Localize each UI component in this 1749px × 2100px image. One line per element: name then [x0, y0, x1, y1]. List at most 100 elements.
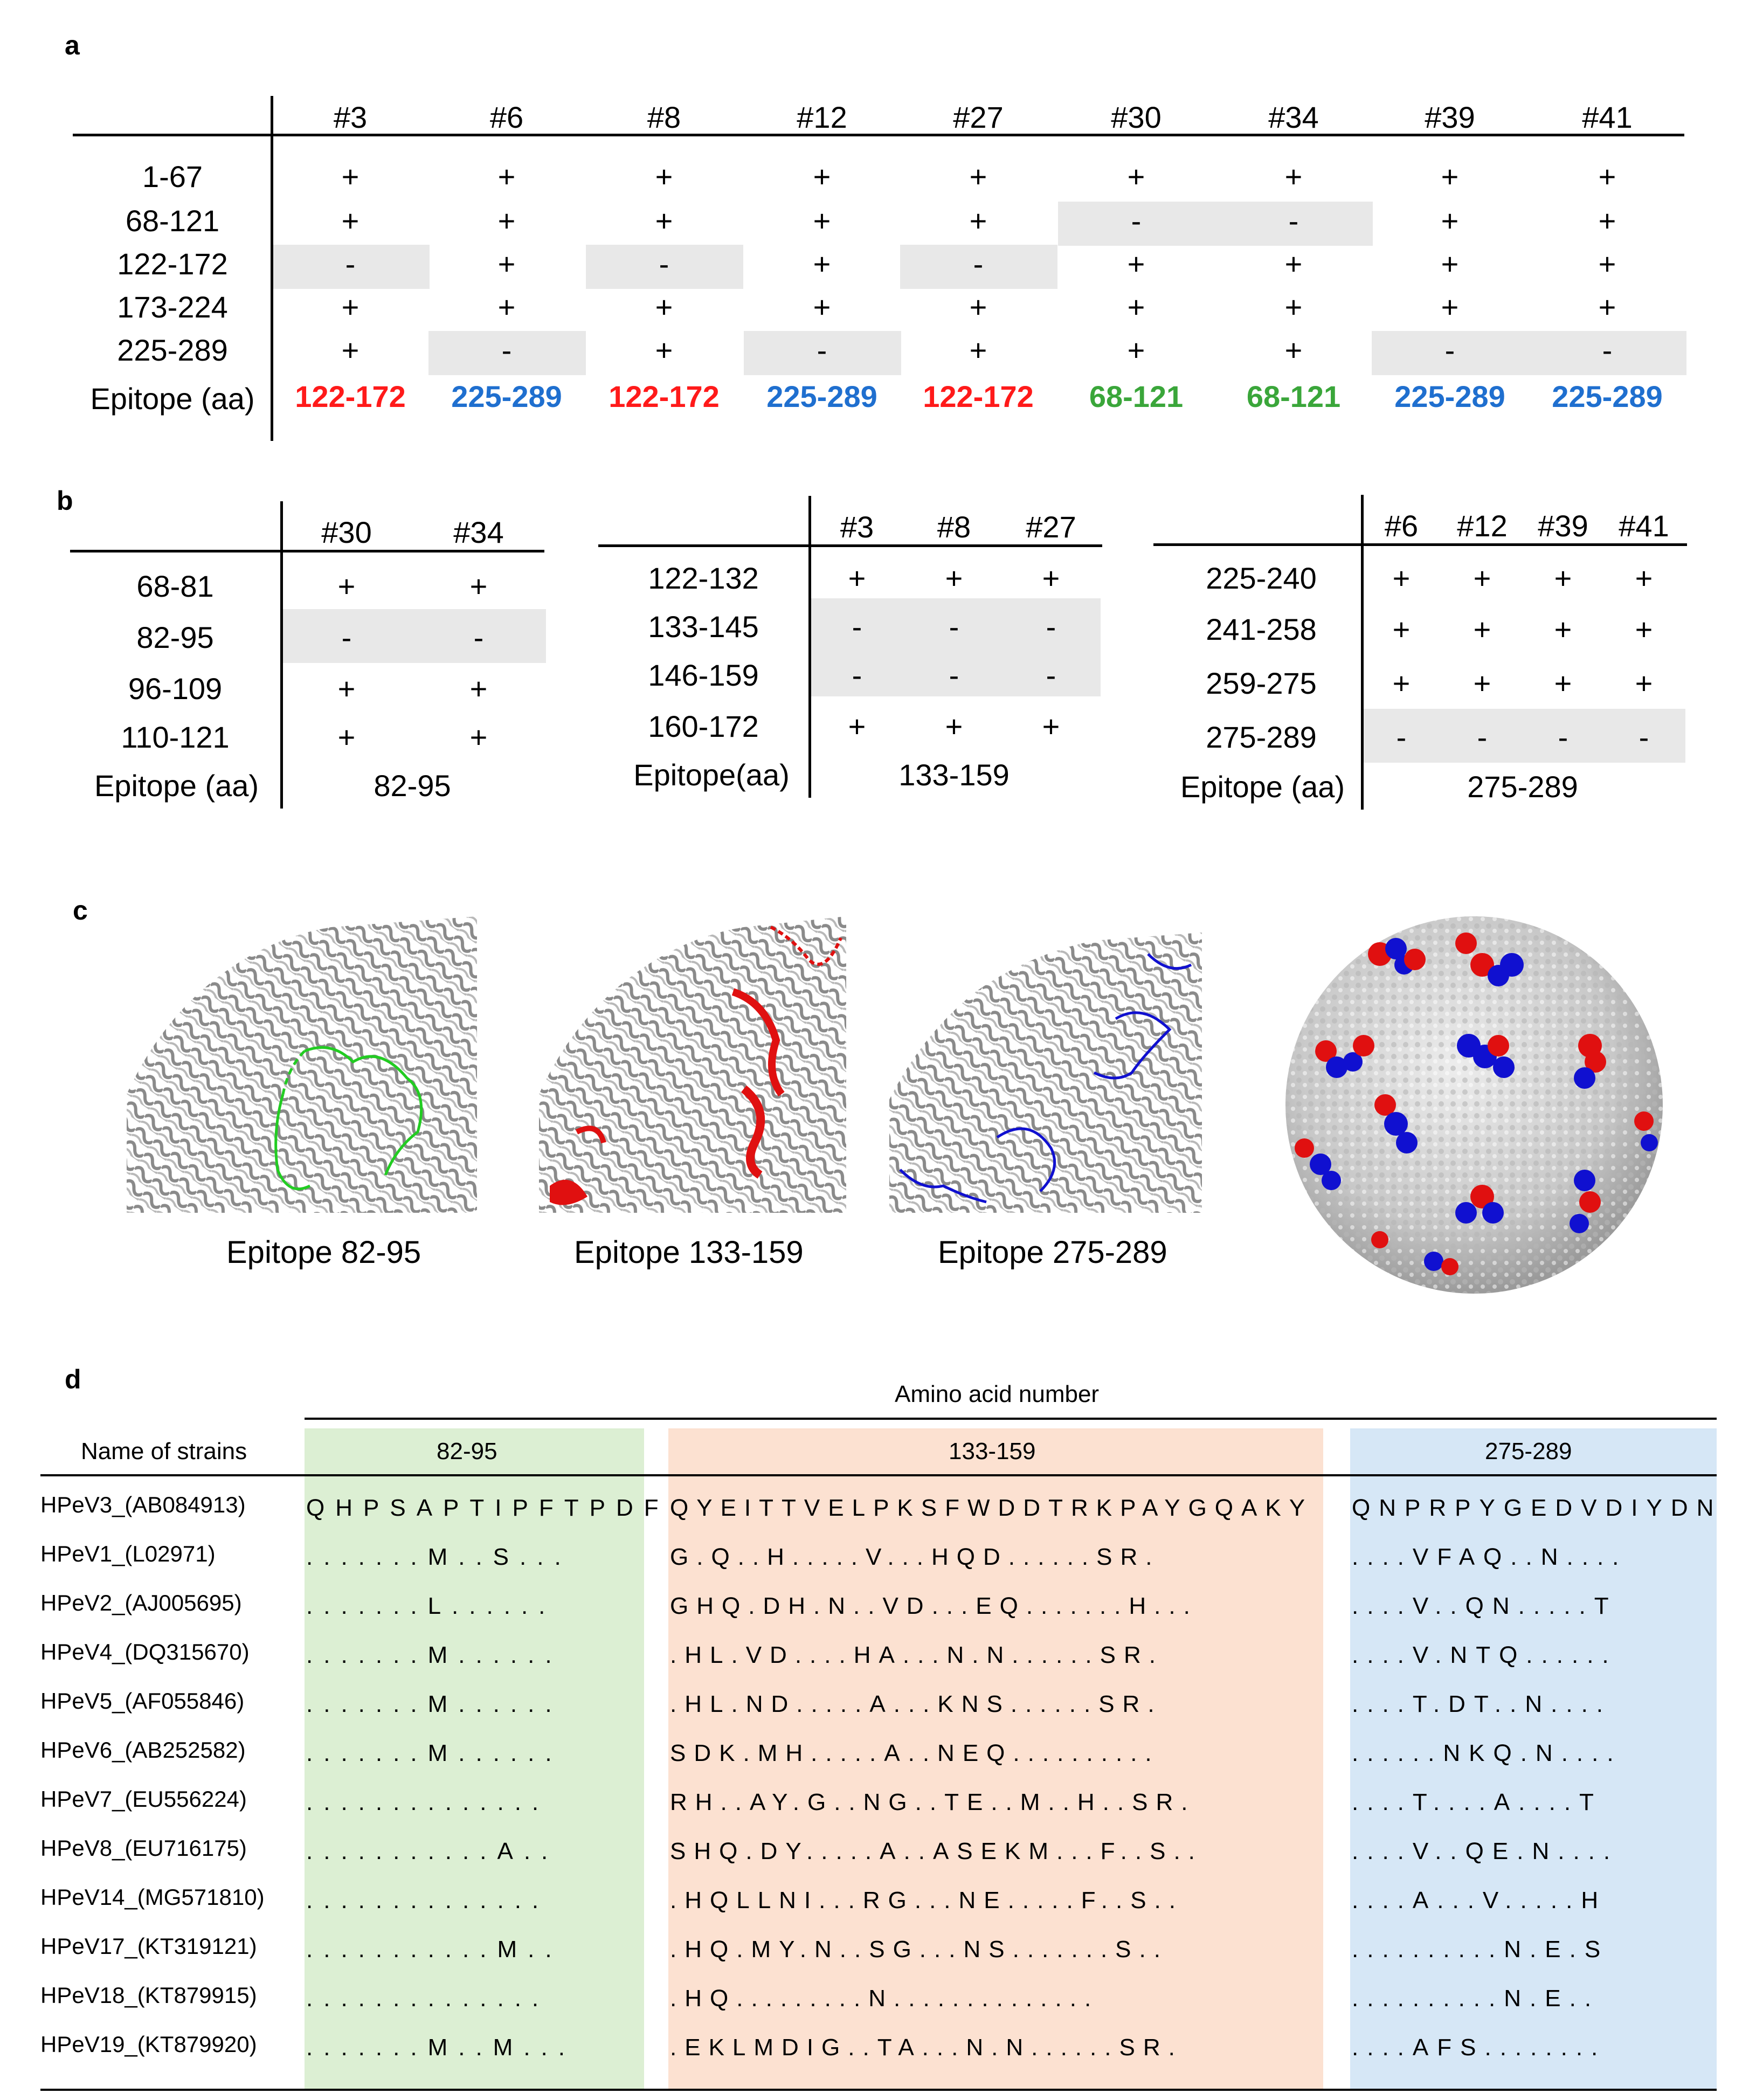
sequence-275-289: ....V..QN.....T — [1352, 1593, 1617, 1619]
result-cell: + — [1473, 561, 1491, 595]
result-cell: + — [969, 290, 987, 324]
result-cell: + — [813, 204, 831, 238]
result-cell: - — [345, 247, 356, 281]
sequence-275-289: ......NKQ.N.... — [1352, 1740, 1622, 1766]
epitope-value: 122-172 — [923, 379, 1034, 413]
sequence-275-289: ....T....A....T — [1352, 1789, 1602, 1815]
epitope-value: 68-121 — [1089, 379, 1184, 413]
result-cell: + — [341, 290, 360, 324]
sequence-82-95: .............. — [306, 1789, 550, 1815]
epitope-label: Epitope (aa) — [1180, 770, 1345, 804]
grey-cell — [808, 598, 907, 648]
result-cell: - — [1046, 658, 1056, 692]
grey-cell — [1603, 709, 1685, 763]
result-cell: + — [1598, 290, 1616, 324]
grey-cell — [428, 331, 586, 375]
result-cell: - — [1477, 720, 1488, 754]
vertical-rule — [1361, 495, 1364, 810]
row-label: 68-81 — [136, 569, 214, 603]
sequence-133-159: .EKLMDIG..TA...N.N......SR. — [670, 2034, 1183, 2061]
row-label: 160-172 — [648, 709, 759, 743]
sequence-82-95: .......M...... — [306, 1642, 563, 1668]
bottom-rule — [40, 2089, 1717, 2091]
sequence-133-159: SDK.MH.....A..NEQ.......... — [670, 1740, 1160, 1766]
sequence-82-95: .............. — [306, 1985, 550, 2012]
epitope-value: 122-172 — [295, 379, 406, 413]
column-header: #39 — [1538, 509, 1588, 543]
grey-cell — [744, 331, 901, 375]
grey-cell — [1003, 647, 1101, 696]
structure-image-epitope-275-289 — [889, 932, 1202, 1213]
panel-a-label: a — [65, 30, 80, 60]
result-cell: + — [848, 709, 866, 743]
result-cell: + — [469, 569, 488, 603]
result-cell: + — [655, 204, 673, 238]
result-cell: + — [1392, 561, 1411, 595]
result-cell: + — [497, 247, 516, 281]
caption-epitope-275-289: Epitope 275-289 — [938, 1235, 1167, 1270]
column-header: #8 — [937, 510, 971, 544]
grey-cell — [586, 245, 743, 289]
column-header: #3 — [840, 510, 874, 544]
strain-name: HPeV4_(DQ315670) — [40, 1639, 250, 1664]
column-header: #30 — [321, 515, 372, 549]
grey-cell — [280, 609, 414, 663]
epitope-value: 122-172 — [609, 379, 720, 413]
result-cell: + — [1392, 666, 1411, 700]
result-cell: - — [949, 610, 959, 644]
row-label: 82-95 — [136, 620, 214, 654]
alignment-title: Amino acid number — [895, 1381, 1100, 1407]
grey-cell — [1215, 202, 1373, 246]
result-cell: + — [1554, 612, 1572, 646]
result-cell: + — [1127, 160, 1145, 194]
vertical-rule — [271, 96, 273, 441]
column-header: #34 — [453, 515, 504, 549]
sequence-275-289: ....V.NTQ...... — [1352, 1642, 1617, 1668]
result-cell: + — [969, 333, 987, 367]
region-bg-275-289 — [1350, 1428, 1717, 2089]
epitope-label: Epitope (aa) — [90, 382, 255, 416]
grey-cell — [1361, 709, 1443, 763]
result-cell: + — [497, 204, 516, 238]
result-cell: + — [969, 204, 987, 238]
sequence-275-289: ....AFS........ — [1352, 2034, 1607, 2061]
sequence-82-95: ...........M.. — [306, 1936, 563, 1963]
result-cell: - — [852, 658, 862, 692]
row-label: 122-132 — [648, 561, 759, 595]
result-cell: + — [1127, 290, 1145, 324]
result-cell: + — [848, 561, 866, 595]
result-cell: + — [1635, 612, 1653, 646]
result-cell: + — [1554, 561, 1572, 595]
column-header: #39 — [1425, 100, 1475, 134]
epitope-value: 82-95 — [374, 769, 451, 803]
sequence-82-95: .......M..S... — [306, 1544, 572, 1570]
header-rule — [1153, 543, 1687, 546]
result-cell: + — [497, 160, 516, 194]
sequence-82-95: QHPSAPTIPFTPDF — [306, 1495, 669, 1521]
panel-d-label: d — [65, 1364, 81, 1394]
header-rule — [598, 544, 1102, 547]
result-cell: + — [1635, 561, 1653, 595]
sequence-275-289: ..........N.E.S — [1352, 1936, 1609, 1963]
structure-image-epitope-82-95 — [127, 916, 477, 1213]
region-bg-82-95 — [305, 1428, 644, 2089]
row-label: 173-224 — [117, 290, 228, 324]
panel-c-label: c — [73, 895, 88, 925]
result-cell: + — [655, 160, 673, 194]
result-cell: + — [655, 290, 673, 324]
row-label: 133-145 — [648, 610, 759, 644]
result-cell: + — [1284, 333, 1303, 367]
result-cell: + — [813, 247, 831, 281]
epitope-label: Epitope(aa) — [633, 758, 790, 792]
result-cell: + — [1598, 247, 1616, 281]
column-header: #34 — [1268, 100, 1319, 134]
vertical-rule — [280, 501, 283, 809]
strain-name: HPeV6_(AB252582) — [40, 1737, 246, 1763]
sequence-133-159: .HL.VD....HA...N.N......SR. — [670, 1642, 1164, 1668]
grey-cell — [1523, 709, 1605, 763]
sequence-275-289: ....T.DT..N.... — [1352, 1691, 1612, 1717]
caption-epitope-133-159: Epitope 133-159 — [574, 1235, 804, 1270]
name-of-strains-header: Name of strains — [81, 1438, 247, 1465]
strain-name: HPeV17_(KT319121) — [40, 1933, 257, 1959]
result-cell: + — [1635, 666, 1653, 700]
